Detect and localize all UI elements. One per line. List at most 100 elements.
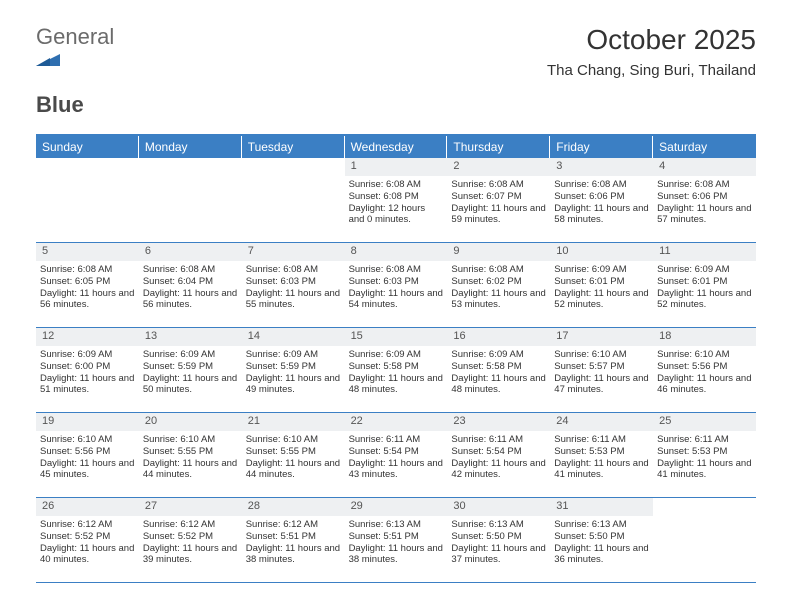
sunset-line: Sunset: 6:06 PM bbox=[554, 191, 649, 203]
sunrise-line: Sunrise: 6:08 AM bbox=[451, 179, 546, 191]
header-thursday: Thursday bbox=[447, 136, 550, 158]
calendar-day: 22Sunrise: 6:11 AMSunset: 5:54 PMDayligh… bbox=[345, 413, 448, 497]
sunrise-line: Sunrise: 6:09 AM bbox=[40, 349, 135, 361]
sunset-line: Sunset: 6:05 PM bbox=[40, 276, 135, 288]
sunset-line: Sunset: 5:58 PM bbox=[451, 361, 546, 373]
day-number: 18 bbox=[653, 328, 756, 346]
day-body: Sunrise: 6:10 AMSunset: 5:55 PMDaylight:… bbox=[139, 431, 242, 488]
sunset-line: Sunset: 5:55 PM bbox=[246, 446, 341, 458]
calendar-day: 17Sunrise: 6:10 AMSunset: 5:57 PMDayligh… bbox=[550, 328, 653, 412]
calendar-day: . bbox=[653, 498, 756, 582]
sunrise-line: Sunrise: 6:11 AM bbox=[554, 434, 649, 446]
logo-text-2: Blue bbox=[36, 92, 84, 117]
daylight-line: Daylight: 11 hours and 47 minutes. bbox=[554, 373, 649, 397]
sunset-line: Sunset: 5:56 PM bbox=[40, 446, 135, 458]
day-body: Sunrise: 6:08 AMSunset: 6:06 PMDaylight:… bbox=[653, 176, 756, 233]
day-body: Sunrise: 6:08 AMSunset: 6:06 PMDaylight:… bbox=[550, 176, 653, 233]
sunset-line: Sunset: 6:04 PM bbox=[143, 276, 238, 288]
calendar-day: 8Sunrise: 6:08 AMSunset: 6:03 PMDaylight… bbox=[345, 243, 448, 327]
sunset-line: Sunset: 6:00 PM bbox=[40, 361, 135, 373]
header-tuesday: Tuesday bbox=[242, 136, 345, 158]
day-number: 19 bbox=[36, 413, 139, 431]
sunset-line: Sunset: 5:52 PM bbox=[143, 531, 238, 543]
sunset-line: Sunset: 6:02 PM bbox=[451, 276, 546, 288]
calendar-day: 10Sunrise: 6:09 AMSunset: 6:01 PMDayligh… bbox=[550, 243, 653, 327]
day-number: 29 bbox=[345, 498, 448, 516]
calendar-day: 27Sunrise: 6:12 AMSunset: 5:52 PMDayligh… bbox=[139, 498, 242, 582]
logo: General Blue bbox=[36, 24, 114, 118]
sunrise-line: Sunrise: 6:13 AM bbox=[451, 519, 546, 531]
sunset-line: Sunset: 6:01 PM bbox=[554, 276, 649, 288]
daylight-line: Daylight: 11 hours and 56 minutes. bbox=[40, 288, 135, 312]
header: General Blue October 2025 Tha Chang, Sin… bbox=[36, 24, 756, 118]
day-number: 15 bbox=[345, 328, 448, 346]
sunrise-line: Sunrise: 6:08 AM bbox=[657, 179, 752, 191]
daylight-line: Daylight: 11 hours and 36 minutes. bbox=[554, 543, 649, 567]
day-number: 6 bbox=[139, 243, 242, 261]
daylight-line: Daylight: 11 hours and 45 minutes. bbox=[40, 458, 135, 482]
page-title: October 2025 bbox=[547, 24, 756, 56]
sunrise-line: Sunrise: 6:08 AM bbox=[451, 264, 546, 276]
sunrise-line: Sunrise: 6:10 AM bbox=[143, 434, 238, 446]
day-number: 27 bbox=[139, 498, 242, 516]
calendar-day: 12Sunrise: 6:09 AMSunset: 6:00 PMDayligh… bbox=[36, 328, 139, 412]
sunset-line: Sunset: 5:59 PM bbox=[143, 361, 238, 373]
sunrise-line: Sunrise: 6:09 AM bbox=[246, 349, 341, 361]
sunrise-line: Sunrise: 6:09 AM bbox=[451, 349, 546, 361]
daylight-line: Daylight: 11 hours and 53 minutes. bbox=[451, 288, 546, 312]
daylight-line: Daylight: 11 hours and 42 minutes. bbox=[451, 458, 546, 482]
calendar-day: 1Sunrise: 6:08 AMSunset: 6:08 PMDaylight… bbox=[345, 158, 448, 242]
day-number: 31 bbox=[550, 498, 653, 516]
day-number: 17 bbox=[550, 328, 653, 346]
calendar-day: 23Sunrise: 6:11 AMSunset: 5:54 PMDayligh… bbox=[447, 413, 550, 497]
calendar-day: 30Sunrise: 6:13 AMSunset: 5:50 PMDayligh… bbox=[447, 498, 550, 582]
daylight-line: Daylight: 11 hours and 44 minutes. bbox=[246, 458, 341, 482]
daylight-line: Daylight: 11 hours and 41 minutes. bbox=[554, 458, 649, 482]
calendar-week: 5Sunrise: 6:08 AMSunset: 6:05 PMDaylight… bbox=[36, 243, 756, 328]
daylight-line: Daylight: 11 hours and 43 minutes. bbox=[349, 458, 444, 482]
day-body: Sunrise: 6:08 AMSunset: 6:04 PMDaylight:… bbox=[139, 261, 242, 318]
logo-text-1: General bbox=[36, 24, 114, 49]
sunset-line: Sunset: 6:06 PM bbox=[657, 191, 752, 203]
day-number: 3 bbox=[550, 158, 653, 176]
day-number: 1 bbox=[345, 158, 448, 176]
daylight-line: Daylight: 12 hours and 0 minutes. bbox=[349, 203, 444, 227]
day-body: Sunrise: 6:10 AMSunset: 5:56 PMDaylight:… bbox=[653, 346, 756, 403]
calendar-week: 26Sunrise: 6:12 AMSunset: 5:52 PMDayligh… bbox=[36, 498, 756, 583]
sunset-line: Sunset: 5:55 PM bbox=[143, 446, 238, 458]
sunset-line: Sunset: 5:56 PM bbox=[657, 361, 752, 373]
day-body: Sunrise: 6:09 AMSunset: 6:00 PMDaylight:… bbox=[36, 346, 139, 403]
calendar-day: 28Sunrise: 6:12 AMSunset: 5:51 PMDayligh… bbox=[242, 498, 345, 582]
logo-text: General Blue bbox=[36, 24, 114, 118]
daylight-line: Daylight: 11 hours and 49 minutes. bbox=[246, 373, 341, 397]
daylight-line: Daylight: 11 hours and 38 minutes. bbox=[349, 543, 444, 567]
day-body: Sunrise: 6:08 AMSunset: 6:05 PMDaylight:… bbox=[36, 261, 139, 318]
calendar-day: 11Sunrise: 6:09 AMSunset: 6:01 PMDayligh… bbox=[653, 243, 756, 327]
day-body: Sunrise: 6:11 AMSunset: 5:53 PMDaylight:… bbox=[653, 431, 756, 488]
day-number: 24 bbox=[550, 413, 653, 431]
header-sunday: Sunday bbox=[36, 136, 139, 158]
header-friday: Friday bbox=[550, 136, 653, 158]
day-body: Sunrise: 6:12 AMSunset: 5:52 PMDaylight:… bbox=[139, 516, 242, 573]
calendar-day: 24Sunrise: 6:11 AMSunset: 5:53 PMDayligh… bbox=[550, 413, 653, 497]
day-number: 9 bbox=[447, 243, 550, 261]
daylight-line: Daylight: 11 hours and 46 minutes. bbox=[657, 373, 752, 397]
daylight-line: Daylight: 11 hours and 58 minutes. bbox=[554, 203, 649, 227]
header-wednesday: Wednesday bbox=[345, 136, 448, 158]
daylight-line: Daylight: 11 hours and 52 minutes. bbox=[554, 288, 649, 312]
day-number: 13 bbox=[139, 328, 242, 346]
logo-mark-icon bbox=[36, 50, 114, 66]
sunrise-line: Sunrise: 6:09 AM bbox=[349, 349, 444, 361]
day-number: 20 bbox=[139, 413, 242, 431]
calendar-week: ...1Sunrise: 6:08 AMSunset: 6:08 PMDayli… bbox=[36, 158, 756, 243]
calendar-day: 7Sunrise: 6:08 AMSunset: 6:03 PMDaylight… bbox=[242, 243, 345, 327]
sunrise-line: Sunrise: 6:09 AM bbox=[657, 264, 752, 276]
daylight-line: Daylight: 11 hours and 41 minutes. bbox=[657, 458, 752, 482]
daylight-line: Daylight: 11 hours and 52 minutes. bbox=[657, 288, 752, 312]
calendar-day: 3Sunrise: 6:08 AMSunset: 6:06 PMDaylight… bbox=[550, 158, 653, 242]
day-body: Sunrise: 6:09 AMSunset: 5:59 PMDaylight:… bbox=[242, 346, 345, 403]
sunset-line: Sunset: 5:54 PM bbox=[451, 446, 546, 458]
page-subtitle: Tha Chang, Sing Buri, Thailand bbox=[547, 62, 756, 79]
sunrise-line: Sunrise: 6:08 AM bbox=[554, 179, 649, 191]
sunset-line: Sunset: 5:57 PM bbox=[554, 361, 649, 373]
